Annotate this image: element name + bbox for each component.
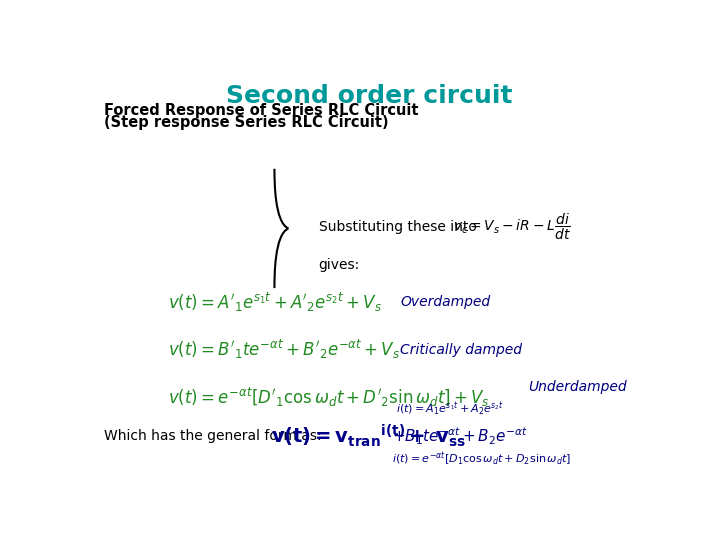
Text: Overdamped: Overdamped (400, 295, 490, 309)
Text: $v(t) = A'_1 e^{s_1 t} + A'_2 e^{s_2 t} + V_s$: $v(t) = A'_1 e^{s_1 t} + A'_2 e^{s_2 t} … (168, 291, 382, 314)
Text: Second order circuit: Second order circuit (226, 84, 512, 108)
Text: Underdamped: Underdamped (528, 380, 626, 394)
Text: $i(t) = A_1 e^{s_1 t} + A_2 e^{s_2 t}$: $i(t) = A_1 e^{s_1 t} + A_2 e^{s_2 t}$ (396, 401, 504, 418)
Text: Substituting these into: Substituting these into (319, 219, 477, 233)
Text: gives:: gives: (319, 258, 360, 272)
Text: $v(t) = B'_1 t e^{-\alpha t} + B'_2 e^{-\alpha t} + V_s$: $v(t) = B'_1 t e^{-\alpha t} + B'_2 e^{-… (168, 338, 400, 361)
Text: $\mathbf{v(t) = v_{tran}}$$\mathbf{^{i(t)}+\ v_{ss}}$: $\mathbf{v(t) = v_{tran}}$$\mathbf{^{i(t… (271, 423, 465, 449)
Text: $i(t) = e^{-\alpha t}\left[D_1 \cos\omega_d t + D_2 \sin\omega_d t\right]$: $i(t) = e^{-\alpha t}\left[D_1 \cos\omeg… (392, 450, 572, 468)
Text: $+ B_1 t e^{-\alpha t} + B_2 e^{-\alpha t}$: $+ B_1 t e^{-\alpha t} + B_2 e^{-\alpha … (392, 425, 528, 447)
Text: Forced Response of Series RLC Circuit: Forced Response of Series RLC Circuit (104, 103, 418, 118)
Text: Which has the general form as:: Which has the general form as: (104, 429, 322, 443)
Text: $v(t) = e^{-\alpha t}\left[D'_1 \cos\omega_d t + D'_2 \sin\omega_d t\right] + V_: $v(t) = e^{-\alpha t}\left[D'_1 \cos\ome… (168, 386, 489, 409)
Text: $v_c = V_s - iR - L\dfrac{di}{dt}$: $v_c = V_s - iR - L\dfrac{di}{dt}$ (453, 211, 571, 242)
Text: Critically damped: Critically damped (400, 343, 522, 357)
Text: (Step response Series RLC Circuit): (Step response Series RLC Circuit) (104, 115, 389, 130)
